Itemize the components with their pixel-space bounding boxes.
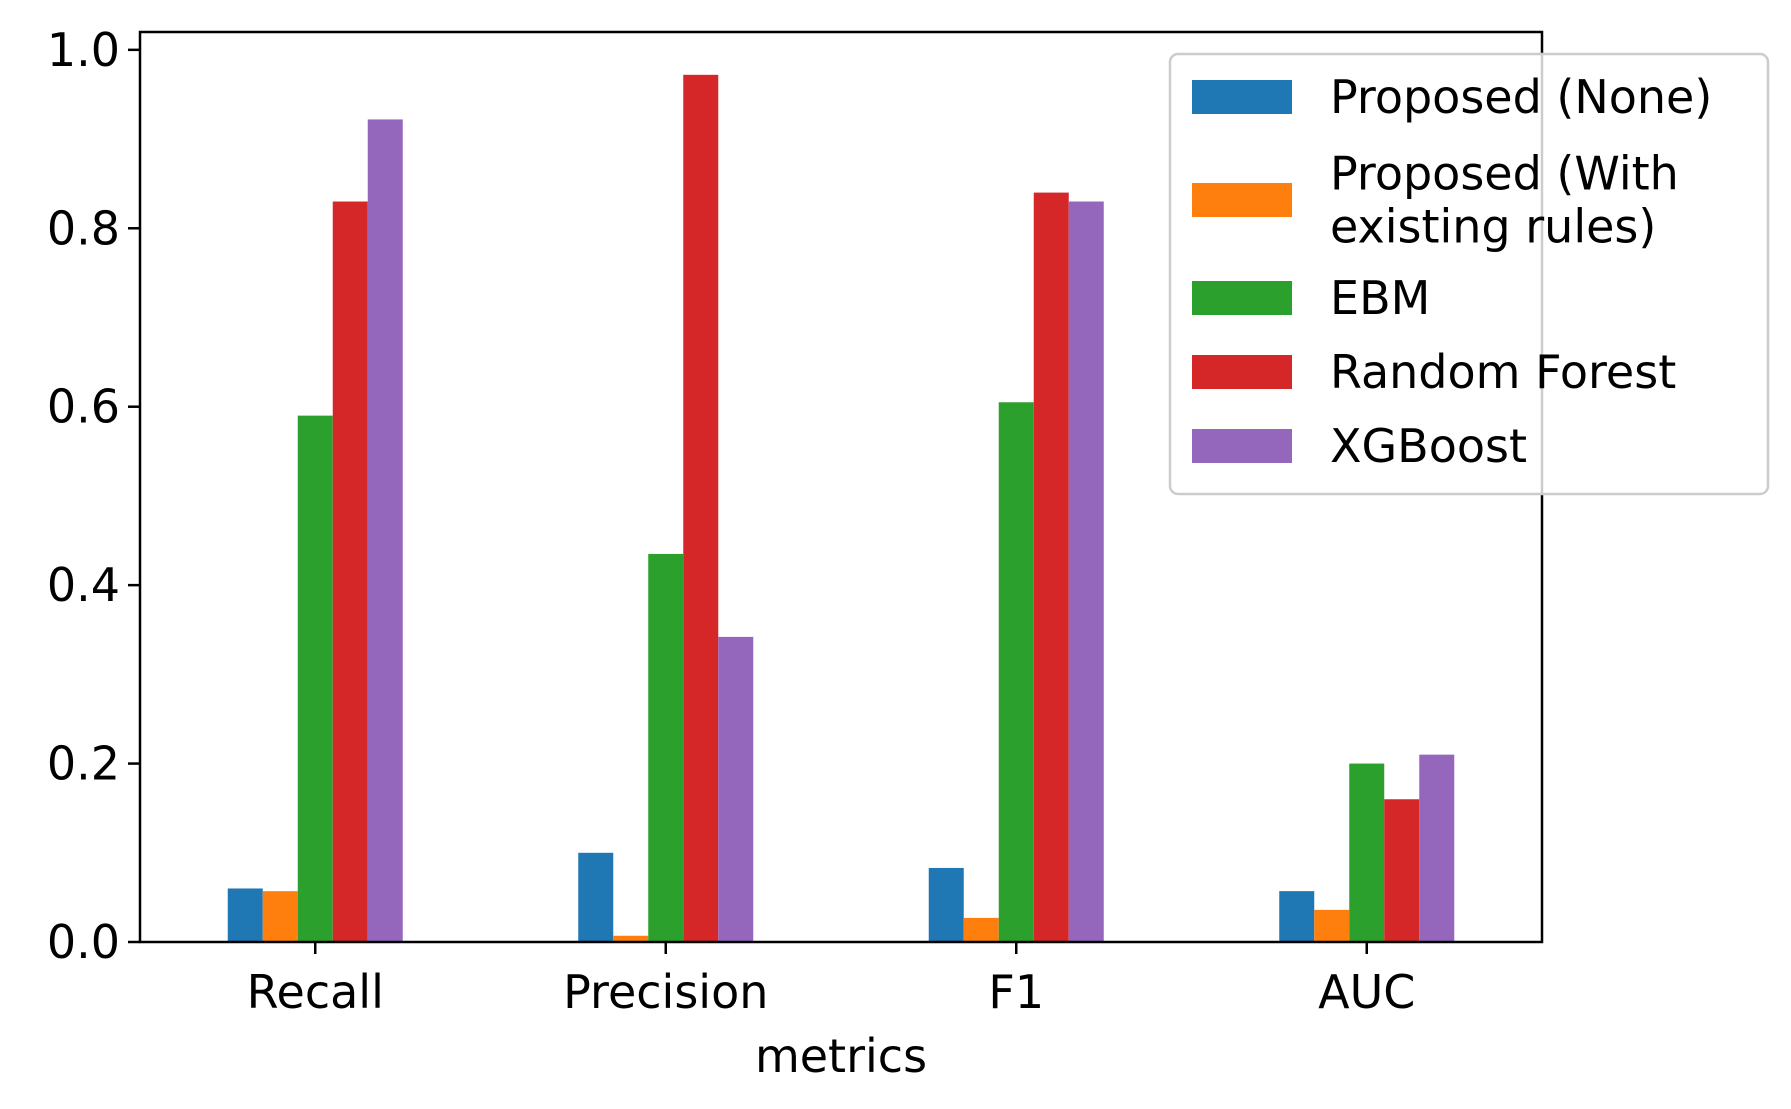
- bars-group: [227, 74, 1455, 942]
- bar-recall-proposed-none: [227, 888, 263, 942]
- bar-f1-proposed-none: [928, 867, 964, 942]
- bar-auc-random-forest: [1384, 799, 1420, 942]
- y-tick-label: 0.6: [47, 380, 120, 434]
- bar-precision-proposed-none: [578, 852, 614, 942]
- bar-precision-proposed-with-existing-rules: [613, 935, 649, 942]
- x-axis: Recall Precision F1 AUC: [247, 942, 1415, 1019]
- bar-precision-xgboost: [718, 636, 754, 942]
- legend-label: Proposed (None): [1330, 70, 1712, 124]
- bar-precision-random-forest: [683, 74, 719, 942]
- x-tick-label-recall: Recall: [247, 965, 384, 1019]
- bar-recall-proposed-with-existing-rules: [262, 891, 298, 942]
- legend-label: EBM: [1330, 271, 1430, 325]
- legend-box: [1168, 52, 1770, 496]
- bar-recall-xgboost: [367, 119, 403, 942]
- y-tick-label: 0.8: [47, 201, 120, 255]
- y-tick-label: 0.0: [47, 915, 120, 969]
- bar-f1-xgboost: [1068, 201, 1104, 942]
- x-tick-label-auc: AUC: [1318, 965, 1415, 1019]
- x-axis-label: metrics: [755, 1029, 927, 1083]
- legend-label: Proposed (With: [1330, 147, 1679, 201]
- legend-label: XGBoost: [1330, 419, 1527, 473]
- bar-f1-proposed-with-existing-rules: [963, 917, 999, 942]
- bar-auc-proposed-none: [1279, 891, 1315, 942]
- x-tick-label-f1: F1: [988, 965, 1044, 1019]
- bar-auc-proposed-with-existing-rules: [1314, 909, 1350, 942]
- bar-auc-xgboost: [1419, 754, 1455, 942]
- y-tick-label: 1.0: [47, 23, 120, 77]
- legend: Proposed (None) Proposed (With existing r…: [1168, 52, 1770, 496]
- bar-recall-random-forest: [332, 201, 368, 942]
- legend-swatch: [1192, 355, 1292, 389]
- y-tick-label: 0.2: [47, 737, 120, 791]
- legend-label: Random Forest: [1330, 345, 1676, 399]
- x-tick-label-precision: Precision: [563, 965, 768, 1019]
- legend-swatch: [1192, 183, 1292, 217]
- bar-f1-ebm: [998, 402, 1034, 942]
- bar-auc-ebm: [1349, 763, 1385, 942]
- y-axis: 0.0 0.2 0.4 0.6 0.8 1.0: [47, 23, 140, 969]
- legend-swatch: [1192, 281, 1292, 315]
- legend-label: existing rules): [1330, 200, 1656, 254]
- bar-recall-ebm: [297, 415, 333, 942]
- legend-swatch: [1192, 80, 1292, 114]
- legend-swatch: [1192, 429, 1292, 463]
- bar-f1-random-forest: [1033, 192, 1069, 942]
- y-tick-label: 0.4: [47, 558, 120, 612]
- bar-precision-ebm: [648, 553, 684, 942]
